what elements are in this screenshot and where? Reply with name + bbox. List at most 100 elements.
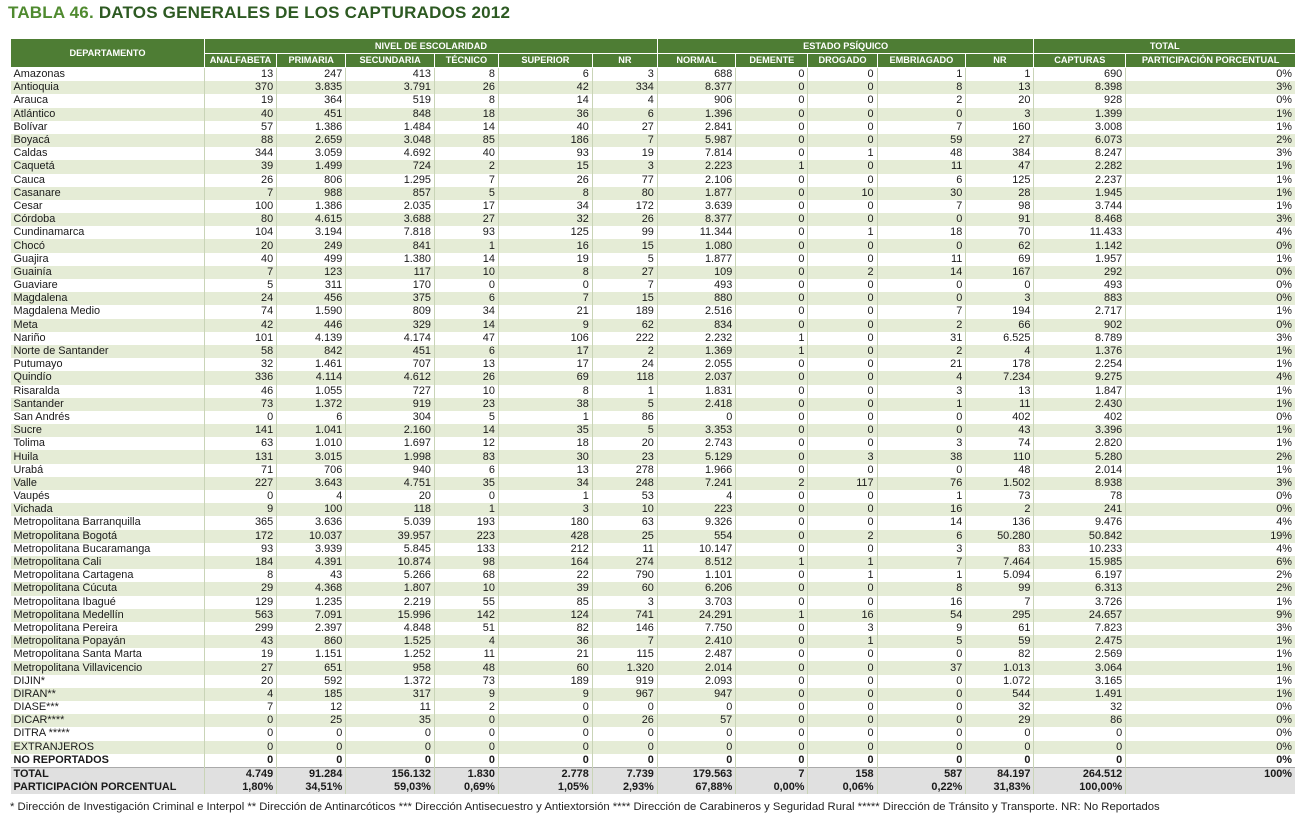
table-cell: 3 [876, 542, 966, 556]
row-label: PARTICIPACIÓN PORCENTUAL [10, 781, 205, 795]
table-cell: 0 [735, 292, 808, 306]
row-label: Arauca [13, 94, 49, 107]
table-cell: 1% [1125, 635, 1295, 649]
table-cell: 6 [276, 410, 346, 425]
table-cell: 77 [591, 173, 658, 187]
table-cell: 6.525 [965, 331, 1034, 345]
table-cell: 30 [497, 450, 593, 464]
table-cell: 0 [735, 239, 808, 253]
table-cell: 11 [876, 252, 966, 266]
table-cell: 365 [203, 516, 277, 530]
table-cell: 34 [497, 199, 593, 214]
table-cell: 3 [965, 107, 1034, 121]
table-cell: 0 [807, 503, 878, 517]
table-cell: 193 [433, 516, 499, 530]
table-cell: 5.039 [345, 516, 435, 530]
table-cell: 9.275 [1033, 371, 1126, 385]
table-cell: 69 [497, 371, 593, 385]
table-cell: 1.295 [345, 173, 435, 187]
table-cell: 2% [1125, 450, 1295, 464]
table-cell: 3.726 [1033, 595, 1126, 609]
table-cell: 98 [965, 199, 1034, 214]
table-cell: 0 [433, 279, 499, 293]
table-cell: 1.080 [656, 239, 736, 253]
table-cell: 848 [345, 107, 435, 121]
table-cell: 0 [735, 424, 808, 438]
table-cell: 2.093 [656, 674, 736, 688]
table-cell: 4.612 [345, 371, 435, 385]
table-cell: 0 [807, 199, 878, 214]
table-cell: 115 [591, 648, 658, 662]
table-cell: 0,69% [433, 781, 499, 795]
table-cell: 2.820 [1033, 437, 1126, 451]
table-cell: 0 [656, 727, 736, 741]
table-cell: 0 [735, 186, 808, 200]
table-cell: 2.778 [497, 766, 593, 782]
table-cell: 0 [735, 582, 808, 596]
table-cell: 0% [1125, 503, 1295, 517]
table-cell: 3.048 [345, 133, 435, 148]
table-cell: 0 [1033, 753, 1126, 768]
table-cell: 0 [807, 582, 878, 596]
table-cell: 16 [876, 595, 966, 609]
table-cell: 3.688 [345, 213, 435, 227]
table-cell: 2 [591, 344, 658, 359]
table-cell: 36 [497, 107, 593, 121]
row-label: Caldas [13, 147, 48, 160]
table-cell: 26 [497, 173, 593, 187]
table-cell: 142 [433, 608, 499, 622]
table-cell: 0 [807, 67, 878, 82]
table-cell: 0 [965, 279, 1034, 293]
table-cell: 0 [203, 727, 277, 741]
table-cell: 0 [735, 252, 808, 266]
table-cell: 1.396 [656, 107, 736, 121]
table-cell: 0 [735, 595, 808, 609]
table-cell: 1.369 [656, 344, 736, 359]
table-cell: 2% [1125, 569, 1295, 583]
table-cell: 4.749 [203, 766, 277, 782]
table-cell: 0 [735, 648, 808, 662]
table-cell: 9 [433, 687, 499, 701]
table-cell: 109 [656, 265, 736, 279]
table-row: Metropolitana Villavicencio 27 651 958 48 60 1… [10, 661, 1295, 675]
table-cell: 0 [735, 213, 808, 227]
table-cell: 43 [276, 569, 346, 583]
row-label: Boyacá [10, 133, 205, 148]
table-cell: 15 [591, 239, 658, 253]
row-label: DIJIN* [13, 674, 45, 687]
table-cell: 706 [276, 463, 346, 477]
table-cell: 919 [591, 674, 658, 688]
table-cell: 519 [345, 94, 435, 108]
table-cell: 24 [591, 358, 658, 372]
table-cell: 0 [876, 701, 966, 715]
table-cell: 1.380 [345, 252, 435, 266]
table-cell: 0 [807, 371, 878, 385]
table-cell: 1.372 [276, 397, 346, 411]
table-cell: 3.059 [276, 147, 346, 161]
table-cell: 688 [656, 67, 736, 82]
table-cell: 292 [1033, 265, 1126, 279]
table-cell: 7 [876, 199, 966, 214]
header-group-estado-psiquico: ESTADO PSÍQUICO [656, 39, 1034, 54]
column-header: NR [591, 53, 658, 68]
table-cell: 125 [497, 226, 593, 240]
table-cell: 651 [276, 661, 346, 675]
table-cell: 8.938 [1033, 476, 1126, 490]
table-cell: 7.241 [656, 476, 736, 490]
table-cell: 14 [433, 252, 499, 266]
table-cell: 14 [433, 318, 499, 332]
table-cell: 42 [203, 318, 277, 332]
footnote: * Dirección de Investigación Criminal e … [10, 801, 1160, 813]
table-cell: 1.399 [1033, 107, 1126, 121]
table-cell: 1 [807, 555, 878, 570]
table-row: Cauca 26 806 1.295 7 26 77 2.106 0 0 6 125 2.237 1% [11, 173, 1295, 187]
table-cell: 428 [497, 529, 593, 543]
table-cell: 83 [433, 450, 499, 464]
table-cell: 93 [203, 542, 277, 556]
table-cell: 2.743 [656, 437, 736, 451]
table-cell: 4.692 [345, 147, 435, 161]
table-cell: 0 [876, 424, 966, 438]
table-cell: 0% [1125, 490, 1295, 504]
table-cell: 0 [807, 648, 878, 662]
table-row: Magdalena 24 456 375 6 7 15 880 0 0 0 3 883 0% [10, 292, 1295, 306]
